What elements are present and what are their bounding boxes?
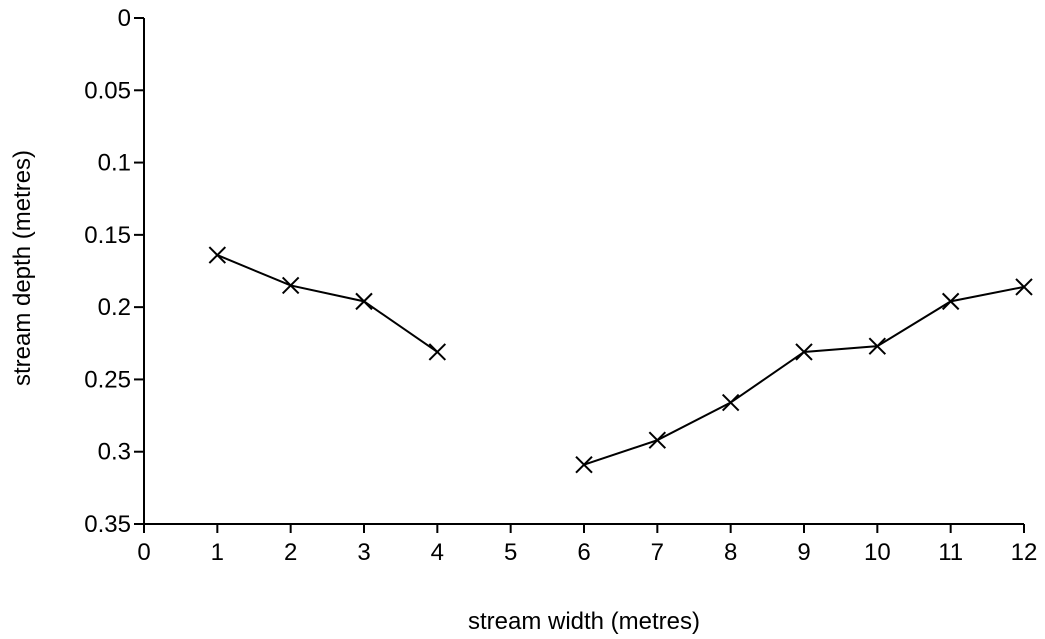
y-tick-label-0: 0 <box>118 5 131 32</box>
data-point-0-0 <box>208 246 227 264</box>
series <box>208 246 1033 474</box>
x-tick-label-8: 8 <box>724 539 737 566</box>
y-tick-label-5: 0.25 <box>84 366 131 393</box>
y-tick-label-3: 0.15 <box>84 222 131 249</box>
y-tick-label-4: 0.2 <box>98 294 131 321</box>
y-axis-title: stream depth (metres) <box>9 150 36 386</box>
data-point-1-0 <box>575 456 593 474</box>
data-point-1-3 <box>795 343 813 361</box>
x-tick-label-3: 3 <box>357 539 370 566</box>
x-axis-title: stream width (metres) <box>468 608 700 635</box>
marker-stroke-b <box>575 456 593 474</box>
x-tick-label-0: 0 <box>137 539 150 566</box>
data-point-1-2 <box>721 393 740 412</box>
y-tick-label-1: 0.05 <box>84 77 131 104</box>
marker-stroke-b <box>355 292 373 311</box>
marker-stroke-b <box>208 246 227 264</box>
marker-stroke-b <box>868 337 887 355</box>
data-point-0-1 <box>281 276 300 295</box>
data-point-1-1 <box>648 431 667 449</box>
series-line-1 <box>583 285 1025 466</box>
x-tick-label-7: 7 <box>651 539 664 566</box>
x-tick-label-4: 4 <box>431 539 444 566</box>
y-tick-label-6: 0.3 <box>98 439 131 466</box>
marker-stroke-b <box>428 343 447 361</box>
data-point-0-3 <box>428 343 447 361</box>
marker-stroke-b <box>721 393 740 412</box>
x-tick-label-10: 10 <box>864 539 891 566</box>
series-line-0 <box>216 254 438 353</box>
marker-stroke-b <box>1015 278 1033 296</box>
x-tick-label-2: 2 <box>284 539 297 566</box>
axes: 00.050.10.150.20.250.30.350 1 2 3 4 5 6 7 8 9 10 11… <box>84 5 1037 566</box>
marker-stroke-b <box>941 292 960 311</box>
marker-stroke-b <box>281 276 300 295</box>
x-tick-label-1: 1 <box>211 539 224 566</box>
marker-stroke-b <box>648 431 667 449</box>
data-point-1-6 <box>1015 278 1033 296</box>
x-tick-label-11: 11 <box>938 539 963 566</box>
y-tick-label-7: 0.35 <box>84 511 131 538</box>
data-point-1-5 <box>941 292 960 311</box>
x-tick-label-12: 12 <box>1011 539 1038 566</box>
y-tick-label-2: 0.1 <box>98 150 131 177</box>
x-tick-label-9: 9 <box>797 539 810 566</box>
data-point-1-4 <box>868 337 887 355</box>
x-tick-label-6: 6 <box>577 539 590 566</box>
data-point-0-2 <box>355 292 373 311</box>
marker-stroke-b <box>795 343 813 361</box>
x-tick-label-5: 5 <box>504 539 517 566</box>
